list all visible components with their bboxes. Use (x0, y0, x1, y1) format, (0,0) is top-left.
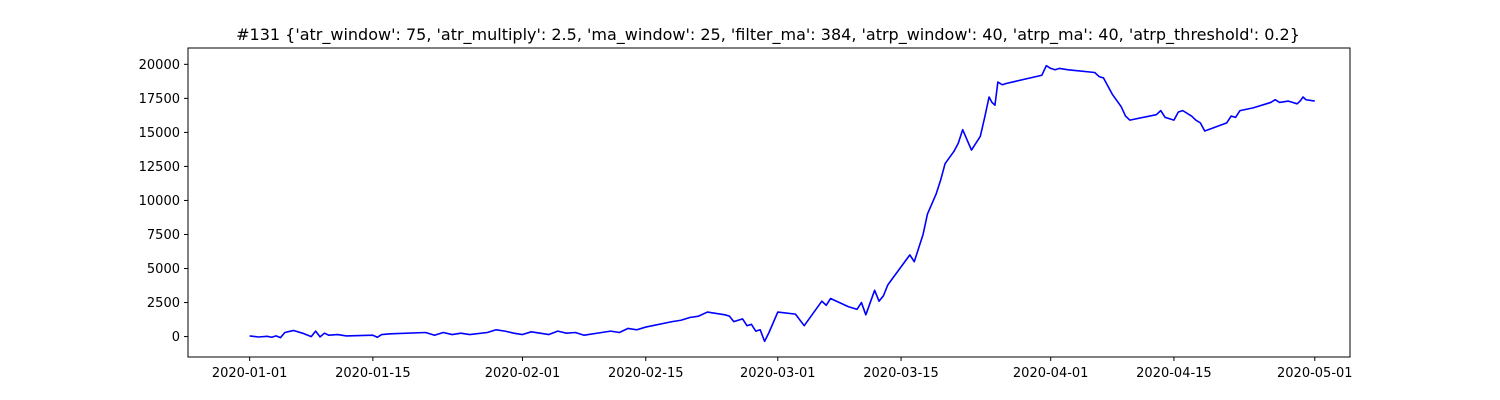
x-tick-label: 2020-04-01 (1013, 366, 1089, 381)
series-line (249, 64, 1315, 343)
y-tick-label: 15000 (139, 126, 180, 141)
y-axis: 0 2500 5000 7500 10000 12500 15000 17500 20000 (139, 58, 188, 345)
x-tick-label: 2020-02-01 (485, 366, 561, 381)
y-tick-label: 7500 (147, 228, 180, 243)
y-tick-label: 17500 (139, 92, 180, 107)
plot-frame (187, 47, 1351, 358)
x-tick-label: 2020-02-15 (608, 366, 684, 381)
x-tick-label: 2020-04-15 (1136, 366, 1212, 381)
y-tick-label: 5000 (147, 262, 180, 277)
y-tick-label: 10000 (139, 194, 180, 209)
x-tick-label: 2020-01-01 (212, 366, 288, 381)
x-tick-label: 2020-03-01 (740, 366, 816, 381)
x-tick-label: 2020-01-15 (335, 366, 411, 381)
y-tick-label: 2500 (147, 296, 180, 311)
y-tick-label: 20000 (139, 58, 180, 73)
x-axis: 2020-01-01 2020-01-15 2020-02-01 2020-02-15… (212, 357, 1353, 381)
chart-title: #131 {'atr_window': 75, 'atr_multiply': … (236, 25, 1300, 45)
y-tick-label: 0 (172, 330, 180, 345)
y-tick-label: 12500 (139, 160, 180, 175)
plot-series (249, 64, 1315, 343)
x-tick-label: 2020-05-01 (1277, 366, 1353, 381)
x-tick-label: 2020-03-15 (863, 366, 939, 381)
